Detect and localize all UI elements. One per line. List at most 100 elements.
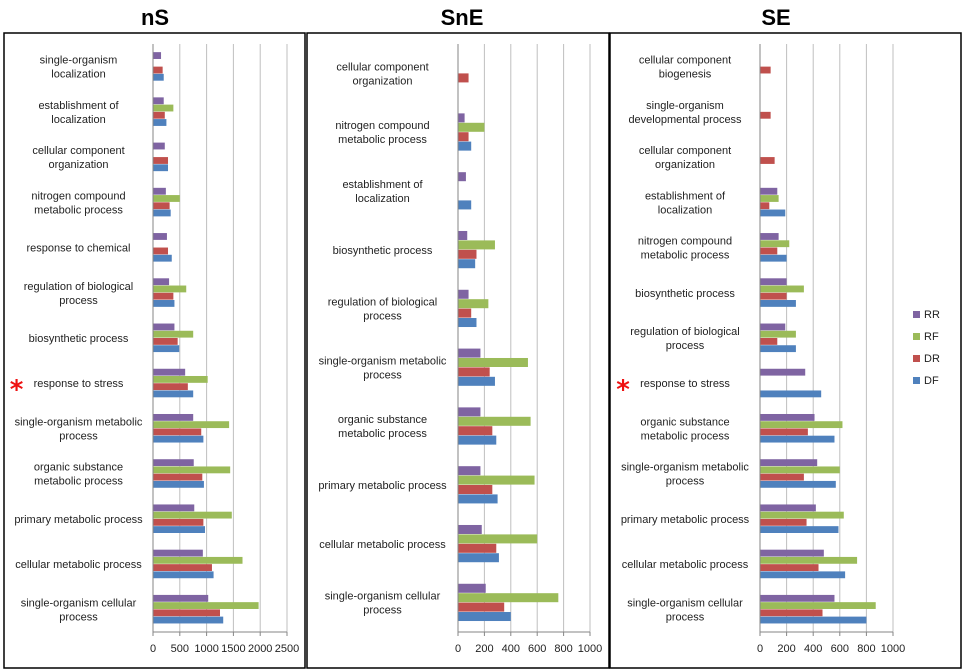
bar-dr bbox=[760, 157, 775, 164]
bar-rf bbox=[458, 534, 538, 544]
category-label: establishment of localization bbox=[342, 179, 423, 205]
bar-rf bbox=[153, 556, 243, 564]
category-label-line: single-organism metabolic bbox=[319, 355, 447, 367]
bar-rr bbox=[153, 368, 186, 376]
bar-rf bbox=[458, 593, 559, 603]
bar-rf bbox=[153, 511, 232, 519]
bar-rf bbox=[153, 104, 174, 112]
bar-df bbox=[153, 209, 171, 217]
x-tick-label: 0 bbox=[455, 643, 461, 655]
bar-df bbox=[458, 141, 472, 151]
category-label: single-organism metabolic process bbox=[621, 462, 749, 488]
bar-rr bbox=[760, 459, 818, 467]
bar-df bbox=[153, 119, 167, 126]
bar-df bbox=[458, 200, 472, 210]
category-label-line: regulation of biological bbox=[630, 326, 739, 338]
bar-rr bbox=[458, 172, 466, 182]
bar-df bbox=[458, 494, 498, 504]
bar-dr bbox=[760, 292, 787, 300]
category-label: organic substance metabolic process bbox=[640, 416, 729, 442]
bar-rr bbox=[458, 407, 481, 417]
x-tick-label: 1000 bbox=[194, 643, 218, 655]
category-label: response to stress bbox=[34, 378, 124, 390]
category-label: cellular component organization bbox=[32, 145, 124, 171]
category-label-line: process bbox=[59, 611, 98, 623]
category-label-line: nitrogen compound bbox=[31, 190, 125, 202]
category-label-line: single-organism cellular bbox=[325, 591, 441, 603]
bar-dr bbox=[458, 73, 469, 83]
highlight-star: * bbox=[616, 375, 630, 405]
category-label: single-organism cellular process bbox=[325, 591, 441, 617]
legend-swatch-df bbox=[913, 377, 920, 384]
category-label: nitrogen compound metabolic process bbox=[31, 190, 125, 216]
bar-rr bbox=[458, 113, 465, 123]
bar-rf bbox=[760, 330, 796, 338]
x-tick-label: 0 bbox=[757, 643, 763, 655]
bar-df bbox=[153, 73, 164, 81]
bar-rf bbox=[760, 511, 844, 519]
bar-dr bbox=[458, 132, 469, 142]
bar-dr bbox=[760, 609, 823, 617]
bar-dr bbox=[760, 473, 804, 481]
bar-dr bbox=[153, 564, 212, 571]
category-label-line: establishment of bbox=[342, 179, 423, 191]
bar-rr bbox=[760, 504, 816, 512]
bar-rr bbox=[153, 278, 170, 286]
bar-df bbox=[760, 300, 796, 307]
category-label-line: primary metabolic process bbox=[14, 514, 143, 526]
legend-label-rf: RF bbox=[924, 331, 939, 343]
bar-rf bbox=[153, 195, 180, 202]
bar-df bbox=[760, 435, 835, 443]
bar-dr bbox=[760, 428, 808, 436]
bar-dr bbox=[760, 202, 770, 210]
panel-ns: nS single-organism localizationestablishm… bbox=[3, 5, 306, 669]
bar-rr bbox=[153, 594, 209, 602]
category-label-line: regulation of biological bbox=[328, 297, 437, 309]
bar-df bbox=[153, 300, 175, 307]
bar-rf bbox=[760, 285, 804, 293]
category-label: organic substance metabolic process bbox=[34, 462, 123, 488]
bar-rf bbox=[458, 122, 485, 132]
category-label: primary metabolic process bbox=[14, 514, 143, 526]
bar-df bbox=[760, 209, 786, 217]
bar-rf bbox=[760, 421, 843, 429]
category-label-line: localization bbox=[355, 193, 409, 205]
bar-dr bbox=[153, 518, 204, 526]
bar-rf bbox=[760, 556, 858, 564]
bar-df bbox=[153, 480, 204, 488]
category-label: cellular metabolic process bbox=[622, 559, 749, 571]
category-label-line: process bbox=[59, 430, 98, 442]
bar-rr bbox=[760, 278, 787, 286]
category-label: regulation of biological process bbox=[24, 281, 133, 307]
bar-rr bbox=[153, 413, 194, 421]
x-tick-label: 800 bbox=[857, 643, 875, 655]
category-label-line: process bbox=[666, 611, 705, 623]
bar-rf bbox=[153, 466, 231, 474]
category-label-line: cellular component bbox=[336, 61, 428, 73]
category-label: cellular component organization bbox=[639, 145, 731, 171]
x-tick-label: 600 bbox=[528, 643, 546, 655]
category-label-line: metabolic process bbox=[34, 476, 123, 488]
category-label-line: biosynthetic process bbox=[333, 245, 433, 257]
category-label-line: single-organism metabolic bbox=[15, 416, 143, 428]
category-label: biosynthetic process bbox=[333, 245, 433, 257]
category-label-line: organization bbox=[353, 75, 413, 87]
legend-swatch-rr bbox=[913, 311, 920, 318]
category-label: cellular metabolic process bbox=[319, 539, 446, 551]
legend: RR RF DR DF bbox=[913, 309, 940, 387]
category-label: cellular component organization bbox=[336, 61, 428, 87]
bar-df bbox=[153, 390, 194, 398]
bar-rr bbox=[153, 233, 167, 240]
bar-rf bbox=[153, 375, 208, 383]
panel-frame-ns bbox=[3, 32, 306, 669]
category-label-line: single-organism bbox=[40, 55, 118, 67]
bar-rf bbox=[458, 240, 495, 250]
category-label-line: process bbox=[363, 605, 402, 617]
category-label: single-organism metabolic process bbox=[15, 416, 143, 442]
bar-dr bbox=[458, 249, 477, 259]
bar-rf bbox=[458, 357, 528, 367]
category-label-line: establishment of bbox=[38, 100, 119, 112]
bar-rr bbox=[153, 459, 194, 467]
category-label-line: cellular component bbox=[32, 145, 124, 157]
panel-title-sne: SnE bbox=[441, 5, 484, 30]
